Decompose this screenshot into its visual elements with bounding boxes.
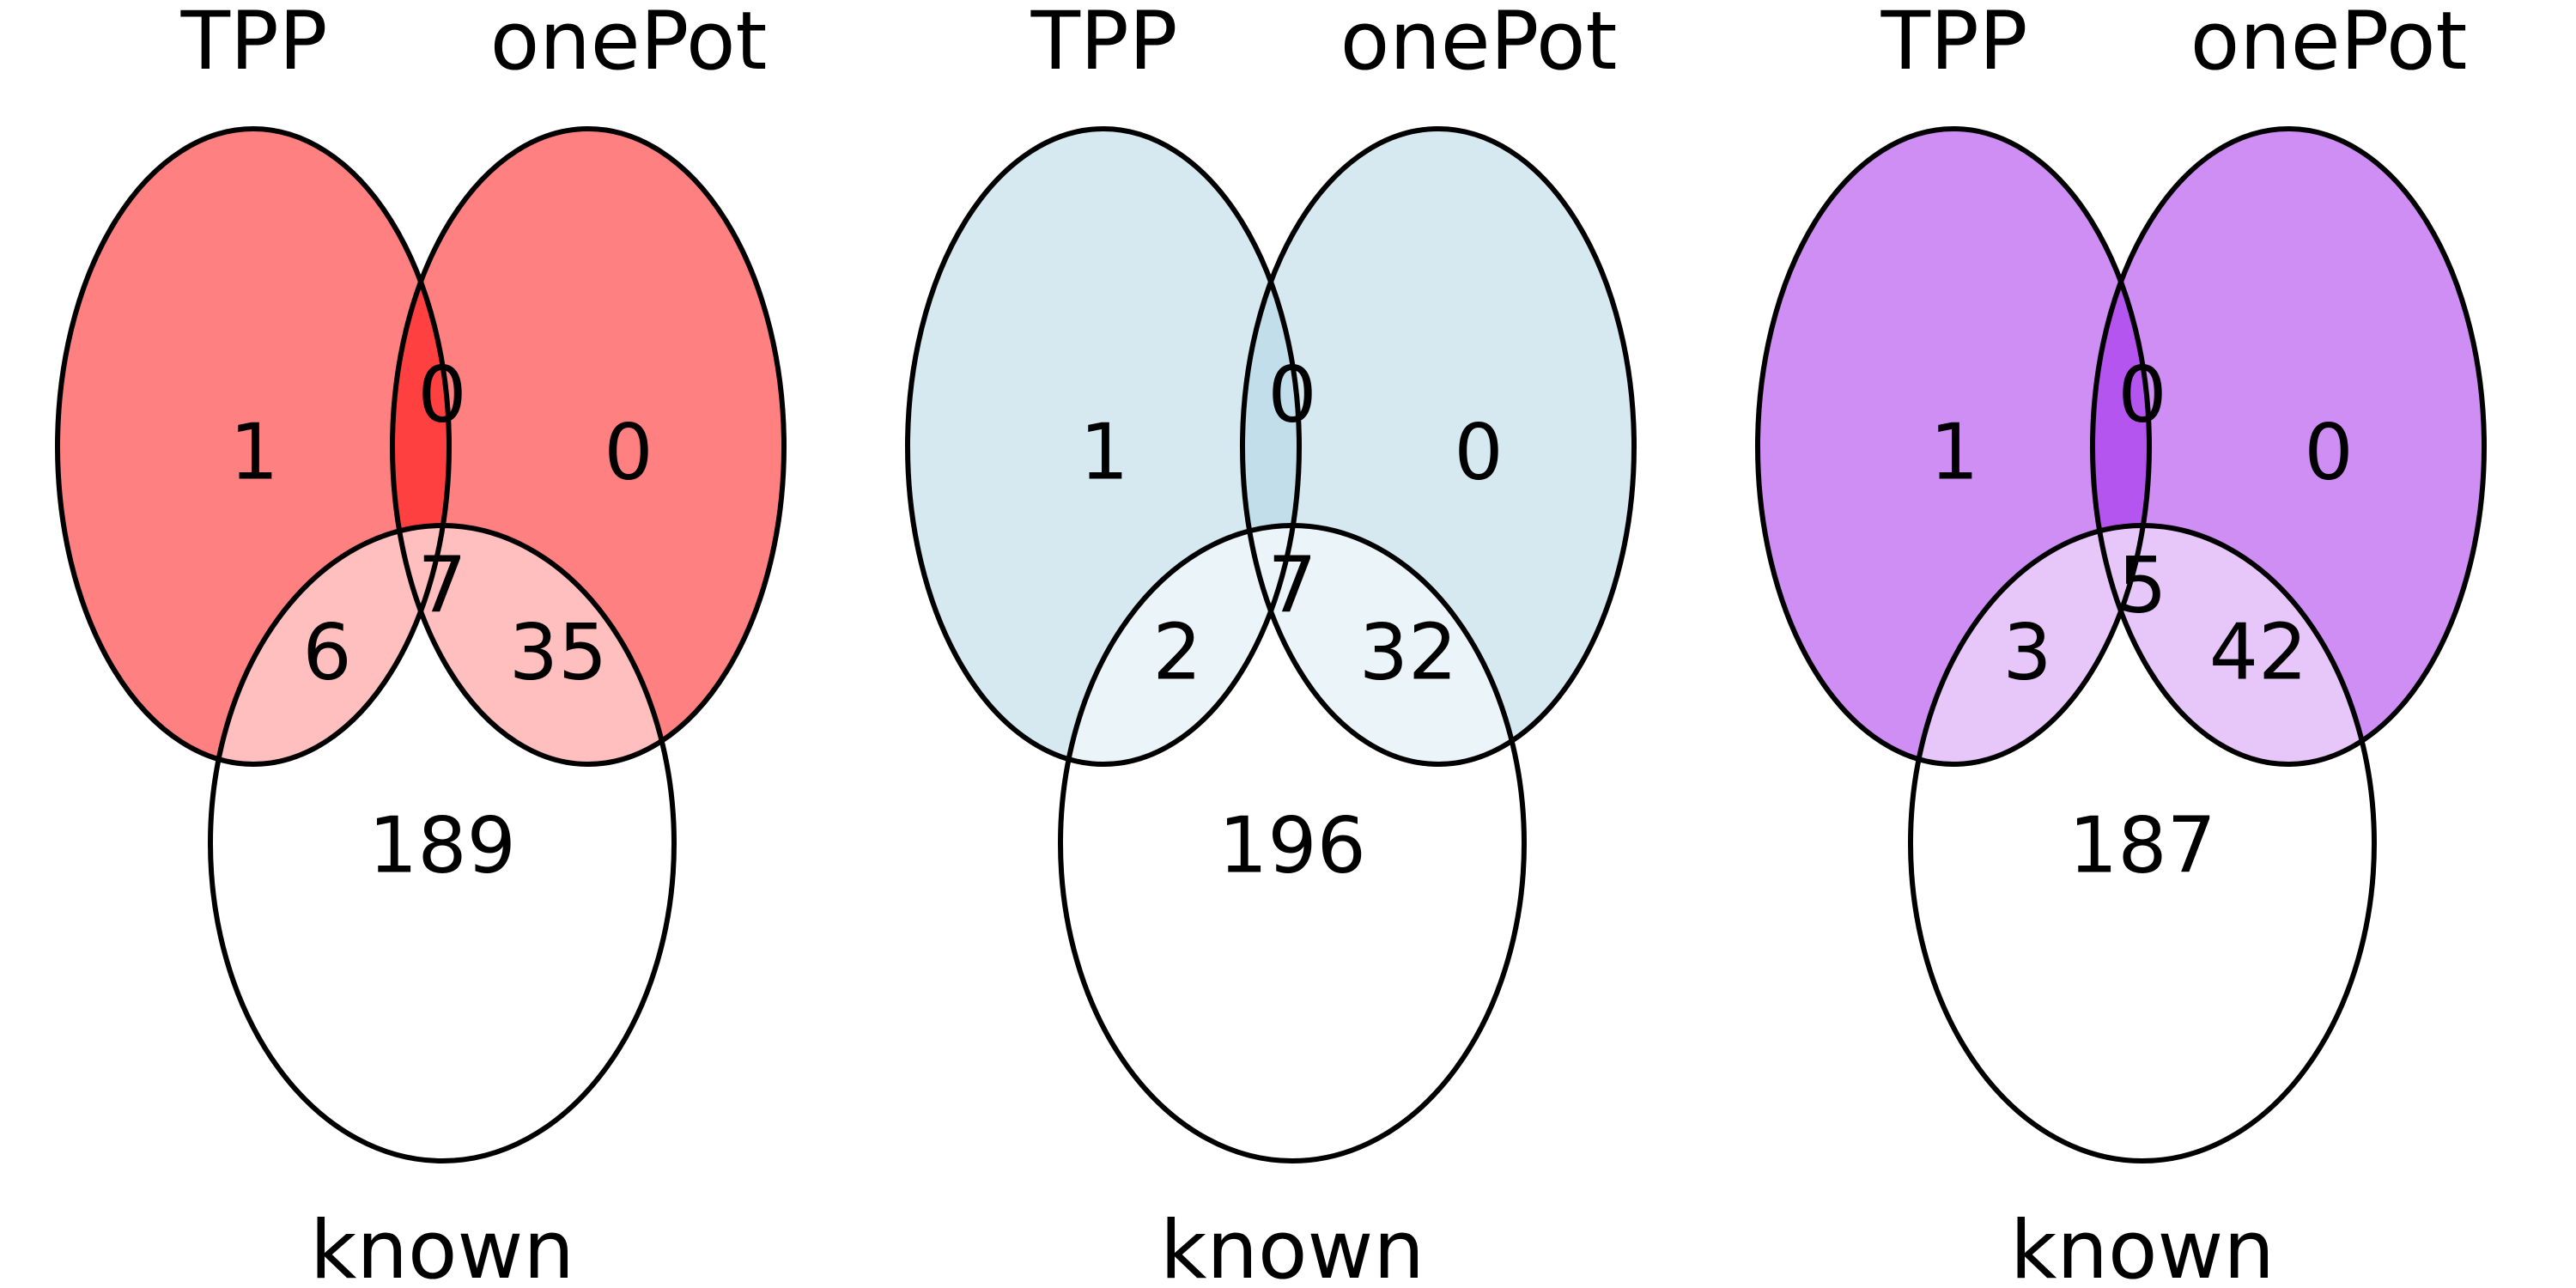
- set-a-outline: [905, 126, 1302, 767]
- venn-diagram-1: 1 0 0 67 35 189 TPP onePot known: [55, 0, 787, 1288]
- overlap-ac-fill: [1060, 526, 1299, 764]
- set-b-outline: [2090, 126, 2487, 767]
- overlap-bc-fill: [392, 526, 674, 764]
- region-count-ab: 0: [417, 350, 466, 440]
- region-count-b-only: 0: [1454, 408, 1503, 498]
- overlap-bc-fill: [1242, 526, 1524, 764]
- set-a-outline: [1755, 126, 2152, 767]
- region-count-ac: 3: [2002, 608, 2051, 698]
- region-count-ac: 6: [302, 608, 351, 698]
- set-label-c: known: [1160, 1204, 1425, 1288]
- venn-diagram-3: 1 0 0 35 42 187 TPP onePot known: [1755, 0, 2487, 1288]
- venn-diagram-2: 1 0 0 27 32 196 TPP onePot known: [905, 0, 1637, 1288]
- set-c-outline: [1058, 523, 1527, 1163]
- set-label-b: onePot: [490, 0, 768, 88]
- set-c-outline: [208, 523, 677, 1163]
- set-c-outline: [1908, 523, 2377, 1163]
- region-count-c-only: 187: [2069, 801, 2216, 891]
- set-b-outline: [390, 126, 787, 767]
- region-count-ac: 2: [1152, 608, 1201, 698]
- set-b-outline: [1240, 126, 1637, 767]
- region-count-bc: 42: [2209, 608, 2308, 698]
- region-count-ab: 0: [2117, 350, 2166, 440]
- region-count-a-only: 1: [229, 408, 278, 498]
- region-count-c-only: 189: [368, 801, 516, 891]
- overlap-ac-fill: [210, 526, 449, 764]
- set-a-outline: [55, 126, 452, 767]
- set-label-b: onePot: [2190, 0, 2468, 88]
- region-count-a-only: 1: [1079, 408, 1128, 498]
- set-label-a: TPP: [1880, 0, 2028, 88]
- region-count-a-only: 1: [1929, 408, 1978, 498]
- set-label-b: onePot: [1340, 0, 1618, 88]
- set-label-a: TPP: [1030, 0, 1178, 88]
- set-label-a: TPP: [180, 0, 328, 88]
- overlap-bc-fill: [2093, 526, 2374, 764]
- set-label-c: known: [310, 1204, 574, 1288]
- region-count-bc: 35: [509, 608, 608, 698]
- region-count-ab: 0: [1267, 350, 1316, 440]
- region-count-bc: 32: [1359, 608, 1458, 698]
- set-label-c: known: [2010, 1204, 2275, 1288]
- region-count-abc: 7: [417, 541, 466, 631]
- region-count-abc: 7: [1267, 541, 1316, 631]
- region-count-abc: 5: [2117, 541, 2166, 631]
- region-count-b-only: 0: [604, 408, 653, 498]
- overlap-ac-fill: [1911, 526, 2149, 764]
- region-count-b-only: 0: [2304, 408, 2353, 498]
- region-count-c-only: 196: [1218, 801, 1366, 891]
